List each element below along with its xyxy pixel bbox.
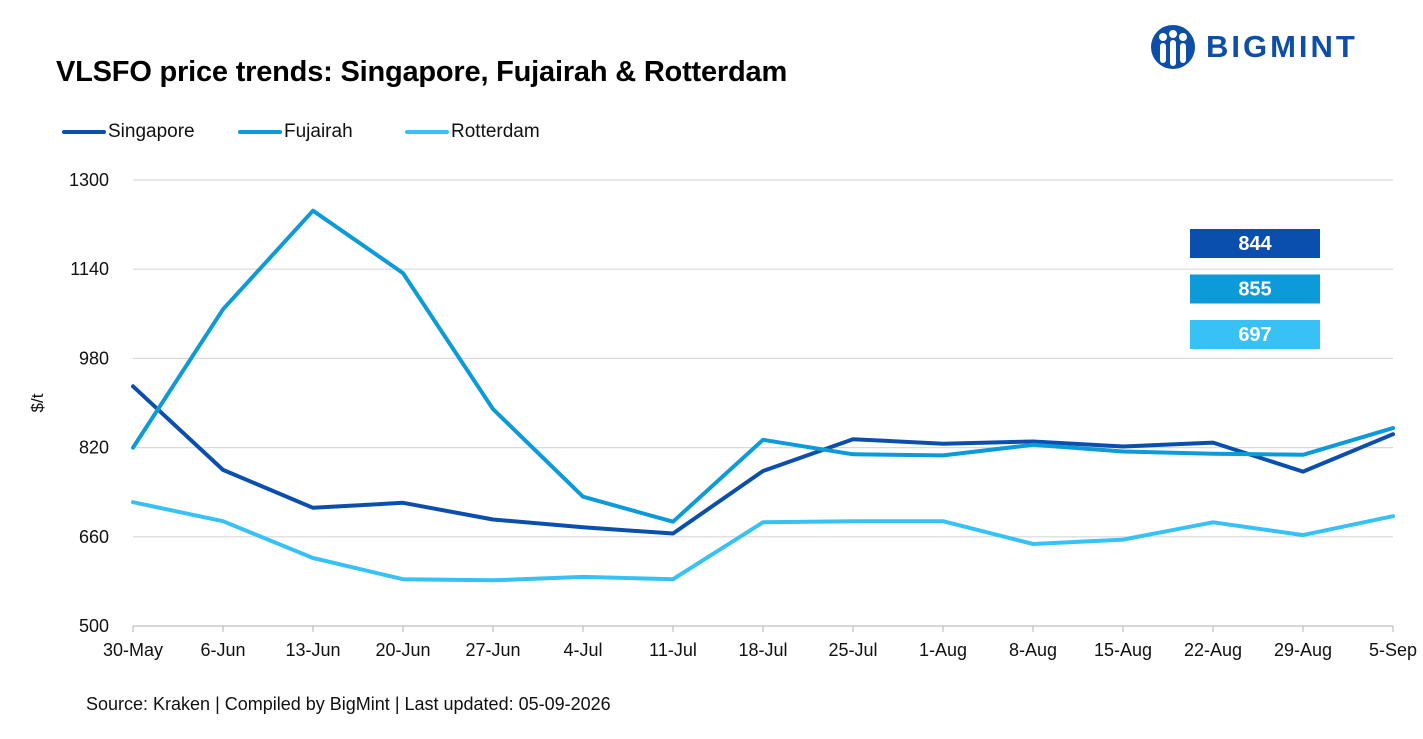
legend-item-singapore: Singapore	[62, 121, 238, 143]
x-tick-label: 6-Jun	[200, 640, 245, 660]
legend-label-rotterdam: Rotterdam	[451, 121, 540, 142]
legend-swatch-singapore	[62, 130, 106, 134]
x-tick-label: 18-Jul	[738, 640, 787, 660]
y-tick-label: 980	[79, 348, 109, 368]
series-line-singapore	[131, 384, 1395, 536]
logo-text: BIGMINT	[1206, 29, 1358, 64]
legend-swatch-fujairah	[238, 130, 282, 134]
x-tick-label: 27-Jun	[465, 640, 520, 660]
x-tick-label: 5-Sep	[1369, 640, 1417, 660]
y-tick-label: 500	[79, 616, 109, 636]
x-tick-label: 20-Jun	[375, 640, 430, 660]
y-axis-label: $/t	[28, 393, 47, 412]
x-tick-label: 29-Aug	[1274, 640, 1332, 660]
value-label-box-rotterdam	[1190, 320, 1320, 349]
legend-item-rotterdam: Rotterdam	[405, 121, 540, 143]
x-tick-label: 15-Aug	[1094, 640, 1152, 660]
legend-swatch-rotterdam	[405, 130, 449, 134]
series-line-rotterdam	[131, 500, 1395, 583]
y-tick-label: 1140	[70, 259, 109, 279]
y-tick-label: 1300	[69, 170, 109, 190]
x-tick-label: 1-Aug	[919, 640, 967, 660]
bigmint-people-icon	[1151, 25, 1195, 69]
value-label-fujairah: 855	[1238, 279, 1271, 301]
legend: Singapore Fujairah Rotterdam	[62, 121, 540, 143]
x-tick-label: 4-Jul	[563, 640, 602, 660]
x-tick-label: 13-Jun	[285, 640, 340, 660]
x-tick-label: 30-May	[103, 640, 163, 660]
legend-item-fujairah: Fujairah	[238, 121, 405, 143]
value-label-singapore: 844	[1238, 233, 1272, 255]
x-tick-label: 25-Jul	[828, 640, 877, 660]
legend-label-singapore: Singapore	[108, 121, 195, 142]
y-tick-label: 660	[79, 527, 109, 547]
source-note: Source: Kraken | Compiled by BigMint | L…	[86, 694, 611, 714]
y-tick-label: 820	[79, 438, 109, 458]
value-label-box-fujairah	[1190, 274, 1320, 304]
x-tick-label: 22-Aug	[1184, 640, 1242, 660]
value-label-rotterdam: 697	[1238, 324, 1271, 346]
chart-title: VLSFO price trends: Singapore, Fujairah …	[56, 56, 788, 88]
brand-logo: BIGMINT	[1150, 22, 1358, 72]
x-tick-label: 8-Aug	[1009, 640, 1057, 660]
legend-label-fujairah: Fujairah	[284, 121, 353, 142]
x-tick-label: 11-Jul	[649, 640, 697, 660]
value-label-box-singapore	[1190, 229, 1320, 258]
